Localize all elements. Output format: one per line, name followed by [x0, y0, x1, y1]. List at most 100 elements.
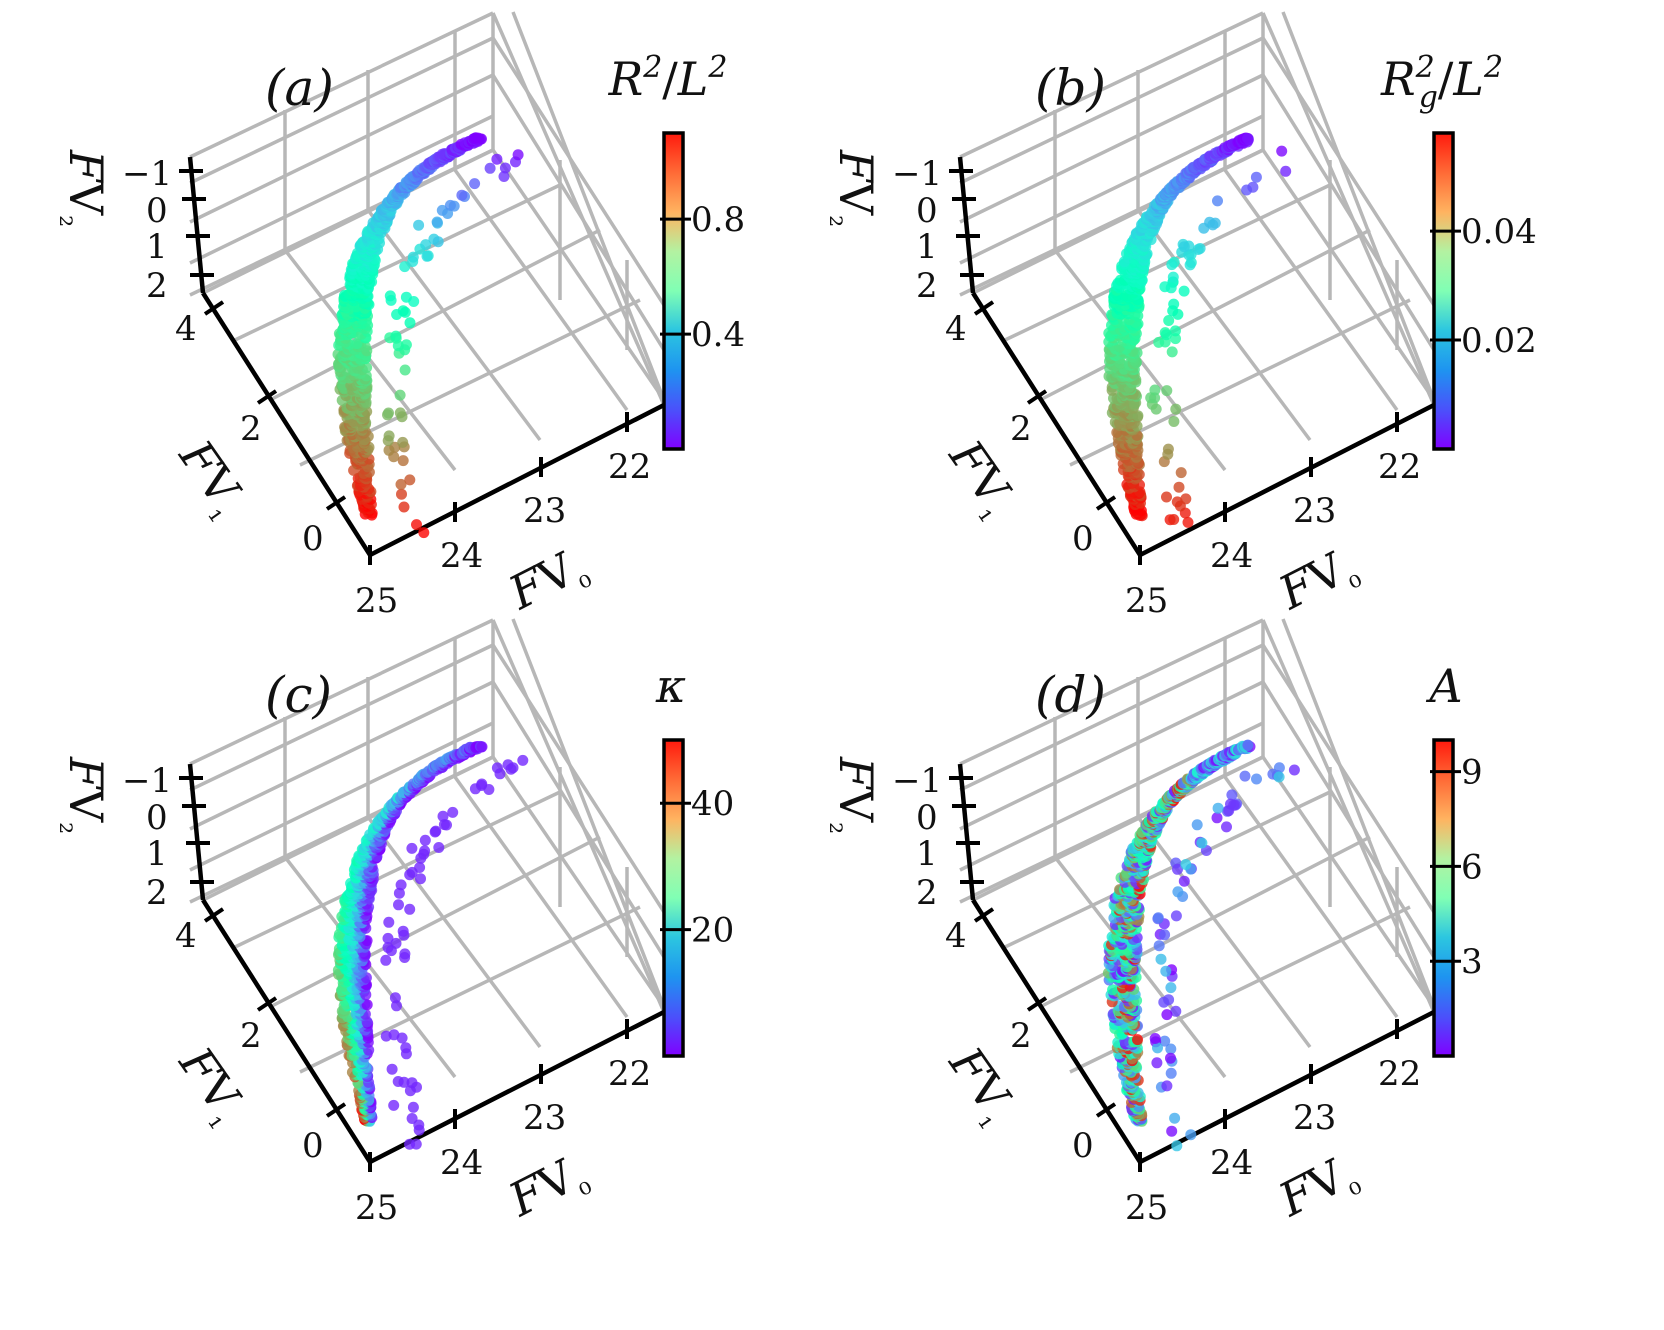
- data-point: [1170, 1005, 1182, 1017]
- data-point: [420, 239, 432, 251]
- colorbar-gradient: [664, 133, 683, 449]
- data-point: [394, 407, 406, 419]
- colorbar-tick-label: 20: [691, 911, 734, 951]
- data-point: [399, 261, 411, 273]
- data-point: [1170, 910, 1182, 922]
- fv2-tick-label: 0: [916, 798, 938, 838]
- data-point: [410, 1138, 422, 1150]
- data-point: [1161, 491, 1172, 503]
- fv2-tick-label: 2: [146, 873, 168, 913]
- fv0-axis-title: FV₀: [1270, 1144, 1367, 1234]
- colorbar-gradient: [1434, 133, 1453, 449]
- data-point: [399, 364, 411, 376]
- data-point: [472, 132, 484, 144]
- fv0-axis-title: FV₀: [500, 1144, 597, 1234]
- data-point: [383, 444, 395, 456]
- fv1-tick: [1095, 495, 1117, 511]
- gridline: [1004, 790, 1331, 949]
- data-point: [491, 762, 503, 774]
- data-point: [419, 845, 431, 857]
- panel-label: (c): [265, 666, 332, 724]
- fv1-axis-line: [201, 291, 372, 557]
- gridline: [491, 37, 666, 306]
- gridline: [1281, 11, 1436, 401]
- data-point: [396, 1032, 408, 1044]
- gridline: [959, 11, 1264, 159]
- gridline: [959, 36, 1264, 185]
- data-point: [430, 825, 442, 837]
- colorbar: 3 6 9 A: [1425, 659, 1483, 1058]
- data-point: [1212, 195, 1223, 207]
- data-point: [1250, 171, 1262, 183]
- data-point: [1225, 798, 1236, 810]
- data-point: [389, 992, 401, 1004]
- fv0-tick-label: 24: [1210, 536, 1253, 576]
- fv1-tick: [325, 1102, 347, 1118]
- colorbar-tick-label: 0.02: [1461, 321, 1537, 361]
- data-point: [1273, 762, 1285, 774]
- fv1-axis-line: [971, 291, 1142, 557]
- data-point: [1168, 416, 1180, 427]
- fv2-tick-label: 0: [916, 191, 938, 231]
- data-point: [1178, 241, 1190, 253]
- fv1-tick: [973, 300, 995, 316]
- data-point: [432, 236, 444, 248]
- fv1-tick: [1026, 996, 1048, 1012]
- data-point: [407, 1101, 419, 1113]
- colorbar-tick-label: 0.4: [691, 315, 745, 355]
- data-point: [397, 455, 409, 467]
- data-point: [1168, 514, 1180, 525]
- data-point: [469, 178, 481, 190]
- fv1-tick-label: 2: [240, 1016, 262, 1056]
- data-point: [1180, 493, 1192, 505]
- data-point: [1182, 516, 1194, 528]
- data-point: [385, 294, 397, 306]
- data-point: [419, 834, 431, 846]
- gridline: [959, 680, 1264, 831]
- fv2-axis-line: [187, 763, 206, 901]
- data-point: [1178, 875, 1190, 887]
- gridline: [453, 775, 629, 1019]
- data-point: [411, 519, 422, 531]
- data-point: [1161, 1009, 1173, 1021]
- data-point: [394, 389, 406, 401]
- gridline: [1281, 618, 1436, 1008]
- data-point: [361, 999, 373, 1011]
- scatter-points: [332, 740, 529, 1150]
- fv0-tick-label: 25: [355, 1188, 398, 1228]
- data-point: [444, 199, 456, 211]
- fv1-tick-label: 2: [1010, 1016, 1032, 1056]
- fv1-axis-line: [971, 898, 1142, 1164]
- colorbar-title: R2/L2: [608, 50, 728, 106]
- gridline: [1261, 756, 1436, 1008]
- fv1-tick-label: 2: [1010, 409, 1032, 449]
- data-point: [1151, 1057, 1163, 1069]
- fv1-tick-label: 0: [302, 1126, 324, 1166]
- gridline: [234, 183, 561, 342]
- colorbar-gradient: [1434, 740, 1453, 1056]
- fv1-tick: [203, 907, 225, 923]
- data-point: [395, 879, 407, 891]
- fv2-axis-title: FV₂: [822, 756, 883, 834]
- data-point: [1171, 1140, 1183, 1152]
- fv1-tick: [256, 996, 278, 1012]
- data-point: [1163, 315, 1175, 326]
- data-point: [491, 153, 503, 165]
- data-point: [1276, 145, 1288, 157]
- gridline: [959, 721, 1264, 872]
- data-point: [1132, 1034, 1143, 1046]
- fv1-tick-label: 4: [945, 916, 967, 956]
- data-point: [404, 903, 416, 915]
- scatter-points: [1103, 132, 1292, 528]
- axes: [949, 156, 1436, 565]
- axes: [179, 763, 666, 1172]
- fv0-tick-label: 24: [1210, 1143, 1253, 1183]
- gridline: [234, 790, 561, 949]
- gridline: [1039, 835, 1371, 1009]
- data-point: [1204, 216, 1216, 228]
- colorbar-frame: [662, 131, 685, 451]
- colorbar-tick-label: 40: [691, 784, 734, 824]
